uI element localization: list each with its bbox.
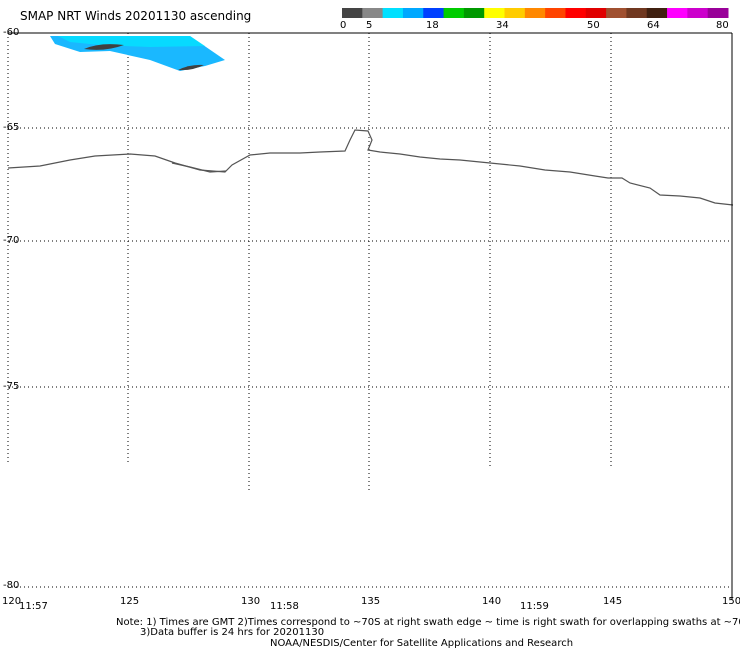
colorbar-tick-64: 64 [647, 20, 660, 31]
colorbar-segment [463, 8, 485, 18]
colorbar-segment [646, 8, 668, 18]
colorbar-tick-0: 0 [340, 20, 347, 31]
swath-dark-patch-2 [178, 64, 204, 71]
lon-label-140: 140 [482, 596, 502, 607]
antarctic-coastline [7, 129, 734, 206]
colorbar-segment [626, 8, 648, 18]
lat-label-80: -80 [3, 580, 20, 591]
colorbar-tick-18: 18 [426, 20, 439, 31]
colorbar-segment [606, 8, 627, 18]
time-label-1158: 11:58 [270, 601, 299, 612]
colorbar-tick-5: 5 [366, 20, 373, 31]
colorbar-tick-34: 34 [496, 20, 509, 31]
lat-label-70: -70 [3, 235, 20, 246]
note-line-2: 3)Data buffer is 24 hrs for 20201130 [140, 627, 325, 638]
lon-label-130: 130 [241, 596, 261, 607]
lat-label-75: -75 [3, 381, 20, 392]
colorbar-segment [545, 8, 566, 18]
colorbar-segment [484, 8, 506, 18]
time-label-1159: 11:59 [520, 601, 549, 612]
wind-speed-colorbar [342, 8, 729, 18]
colorbar-segment [423, 8, 445, 18]
swath-dark-patch-1 [84, 44, 124, 50]
colorbar-segment [585, 8, 607, 18]
lon-label-145: 145 [603, 596, 623, 607]
colorbar-segment [504, 8, 526, 18]
colorbar-segment [342, 8, 363, 18]
coastline-islands [171, 162, 227, 173]
colorbar-segment [667, 8, 688, 18]
lon-label-125: 125 [120, 596, 140, 607]
time-label-1157: 11:57 [19, 601, 48, 612]
colorbar-segment [524, 8, 546, 18]
lon-label-150: 150 [722, 596, 740, 607]
lon-label-135: 135 [361, 596, 381, 607]
colorbar-segment [402, 8, 424, 18]
colorbar-tick-80: 80 [716, 20, 729, 31]
colorbar-segment [362, 8, 384, 18]
colorbar-segment [687, 8, 709, 18]
lat-label-65: -65 [3, 122, 20, 133]
colorbar-tick-50: 50 [587, 20, 600, 31]
colorbar-segment [443, 8, 465, 18]
wind-swath-light [58, 36, 205, 47]
lon-label-120: 120 [2, 596, 22, 607]
lat-label-60: -60 [3, 27, 20, 38]
note-line-3: NOAA/NESDIS/Center for Satellite Applica… [270, 638, 574, 649]
colorbar-segment [382, 8, 404, 18]
map-title: SMAP NRT Winds 20201130 ascending [20, 9, 252, 23]
note-line-1: Note: 1) Times are GMT 2)Times correspon… [116, 617, 740, 628]
colorbar-segment [707, 8, 729, 18]
colorbar-segments [342, 8, 729, 18]
colorbar-segment [565, 8, 587, 18]
map-gridlines [8, 33, 732, 490]
